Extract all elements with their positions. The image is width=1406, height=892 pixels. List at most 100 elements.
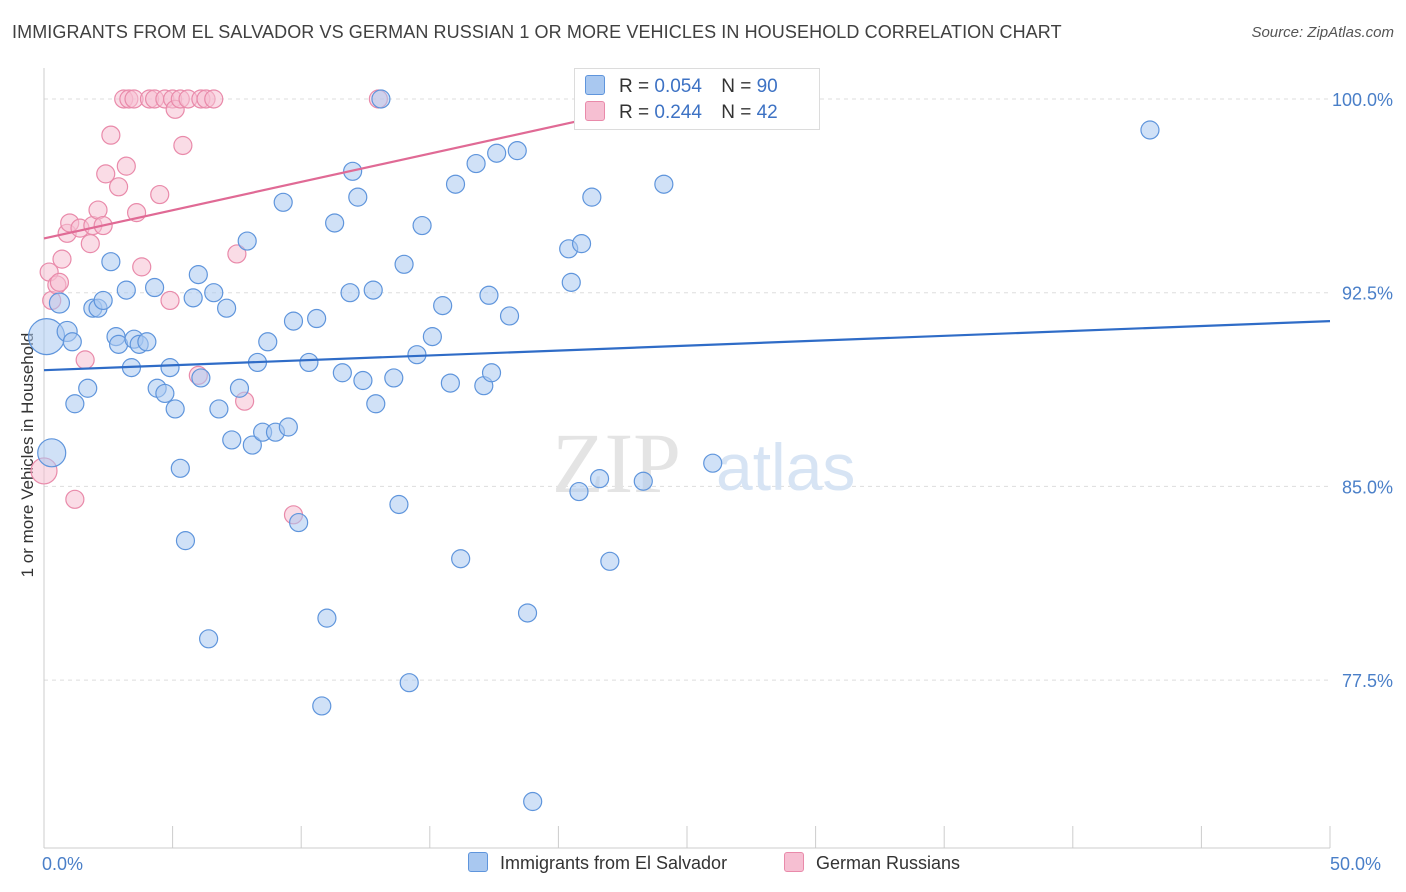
legend-label: German Russians — [816, 853, 961, 873]
legend-r-value: 0.244 — [654, 102, 702, 123]
point-el-salvador — [160, 358, 180, 378]
point-el-salvador — [188, 265, 208, 285]
point-el-salvador — [332, 363, 352, 383]
legend-item-el-salvador[interactable]: Immigrants from El Salvador — [468, 852, 727, 874]
point-el-salvador — [312, 696, 332, 716]
point-el-salvador — [299, 352, 319, 373]
point-german-russians — [65, 489, 85, 509]
trend-line-el-salvador — [43, 320, 1331, 372]
x-tick-label-min: 0.0% — [42, 854, 83, 874]
point-el-salvador — [199, 629, 219, 649]
y-tick-labels: 77.5% 85.0% 92.5% 100.0% — [1332, 90, 1393, 691]
point-el-salvador — [222, 430, 242, 450]
point-el-salvador — [366, 394, 386, 414]
point-german-russians — [101, 125, 121, 145]
point-el-salvador — [116, 280, 136, 300]
point-german-russians — [150, 184, 170, 205]
legend-row-el-salvador: R = 0.054 N = 90 — [585, 75, 778, 101]
point-el-salvador — [65, 394, 85, 414]
legend-label: Immigrants from El Salvador — [500, 853, 728, 873]
point-el-salvador — [37, 438, 67, 468]
point-el-salvador — [451, 549, 471, 569]
point-el-salvador — [217, 298, 237, 318]
legend-n-label: N = — [721, 102, 752, 123]
point-el-salvador — [440, 373, 460, 393]
correlation-legend: R = 0.054 N = 90 R = 0.244 N = 42 — [574, 68, 820, 130]
point-german-russians — [173, 135, 193, 156]
legend-item-german-russians[interactable]: German Russians — [784, 852, 960, 874]
point-el-salvador — [371, 89, 391, 109]
series-el-salvador-points — [27, 89, 1160, 812]
point-el-salvador — [412, 215, 432, 236]
point-el-salvador — [144, 277, 165, 298]
point-german-russians — [204, 89, 224, 109]
point-el-salvador — [237, 231, 257, 251]
point-el-salvador — [289, 512, 309, 533]
point-el-salvador — [183, 288, 203, 308]
point-el-salvador — [348, 187, 368, 207]
point-german-russians — [108, 177, 129, 197]
point-el-salvador — [258, 332, 278, 352]
series-legend: Immigrants from El Salvador German Russi… — [0, 852, 1406, 878]
y-tick-label: 77.5% — [1342, 671, 1393, 691]
y-tick-label: 100.0% — [1332, 90, 1393, 110]
point-el-salvador — [517, 603, 538, 623]
point-el-salvador — [62, 332, 82, 352]
point-el-salvador — [93, 290, 113, 311]
point-german-russians — [132, 257, 152, 277]
point-el-salvador — [589, 469, 610, 489]
point-el-salvador — [394, 254, 414, 274]
point-el-salvador — [204, 283, 224, 303]
point-el-salvador — [561, 272, 581, 292]
point-el-salvador — [499, 306, 520, 326]
legend-swatch-blue — [585, 75, 605, 95]
point-el-salvador — [242, 435, 262, 455]
point-el-salvador — [137, 332, 157, 352]
point-el-salvador — [283, 311, 304, 331]
point-el-salvador — [433, 296, 453, 316]
point-el-salvador — [479, 285, 499, 305]
source-label: Source: ZipAtlas.com — [1251, 24, 1394, 41]
point-el-salvador — [571, 234, 592, 254]
point-el-salvador — [569, 481, 589, 502]
point-el-salvador — [582, 187, 602, 207]
point-el-salvador — [445, 174, 466, 194]
legend-swatch-pink — [585, 101, 605, 121]
point-el-salvador — [155, 383, 175, 404]
point-german-russians — [49, 272, 70, 292]
legend-n-label: N = — [721, 76, 752, 97]
point-el-salvador — [363, 280, 383, 300]
trend-lines — [43, 87, 1331, 372]
point-el-salvador — [278, 417, 298, 437]
legend-row-german-russians: R = 0.244 N = 42 — [585, 101, 778, 127]
x-tick-label-max: 50.0% — [1330, 854, 1381, 874]
point-el-salvador — [487, 143, 507, 163]
legend-r-value: 0.054 — [654, 76, 702, 97]
point-german-russians — [96, 164, 116, 184]
point-el-salvador — [325, 213, 345, 233]
point-el-salvador — [633, 471, 653, 491]
legend-swatch-pink — [784, 852, 804, 872]
point-german-russians — [160, 290, 180, 311]
point-german-russians — [80, 234, 100, 254]
axes — [43, 68, 1331, 849]
point-el-salvador — [600, 551, 620, 571]
point-german-russians — [75, 350, 95, 370]
point-el-salvador — [384, 368, 404, 388]
point-el-salvador — [101, 252, 121, 272]
point-el-salvador — [209, 399, 229, 419]
legend-r-label: R = — [619, 102, 650, 123]
y-tick-label: 92.5% — [1342, 284, 1393, 304]
point-el-salvador — [422, 327, 442, 347]
point-el-salvador — [1140, 120, 1160, 140]
legend-n-value: 90 — [756, 76, 778, 97]
point-el-salvador — [175, 531, 196, 551]
point-german-russians — [52, 249, 72, 269]
point-el-salvador — [523, 791, 543, 812]
point-el-salvador — [481, 363, 502, 383]
legend-n-value: 42 — [756, 102, 778, 123]
point-el-salvador — [466, 153, 486, 174]
legend-swatch-blue — [468, 852, 488, 872]
point-el-salvador — [48, 292, 71, 314]
